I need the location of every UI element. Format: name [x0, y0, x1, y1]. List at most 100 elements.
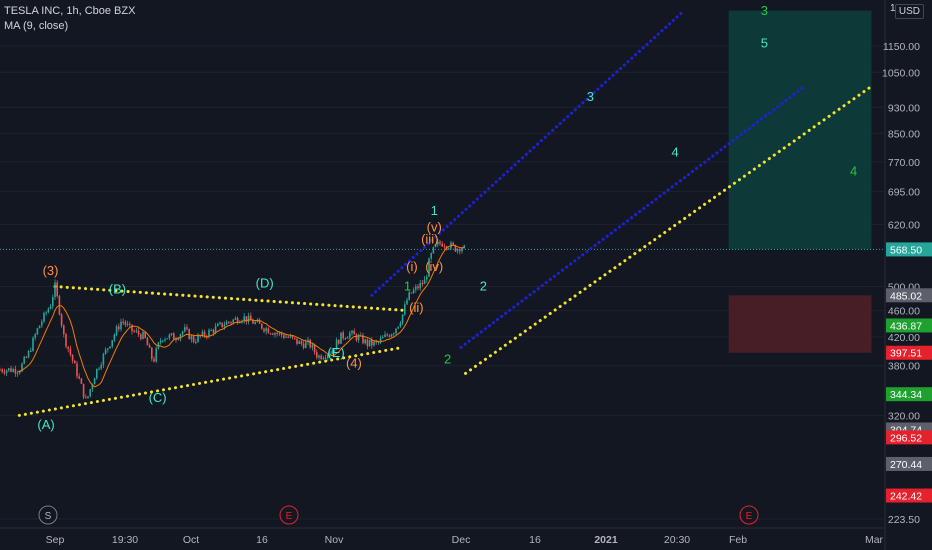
candle-body: [107, 348, 109, 350]
candle-body: [96, 368, 98, 379]
candle-body: [23, 357, 25, 364]
candle-body: [296, 338, 298, 344]
candle-body: [192, 336, 195, 343]
wave-label: (ii): [409, 300, 423, 315]
earnings-badge[interactable]: [739, 505, 759, 525]
candle-body: [294, 337, 296, 339]
candle-body: [181, 331, 184, 335]
candle-body: [212, 329, 215, 333]
time-label: Dec: [452, 534, 471, 546]
candle-body: [190, 336, 193, 340]
candle-body: [49, 306, 52, 309]
candle-body: [122, 321, 124, 323]
time-label: 16: [256, 534, 268, 546]
yellow-trendline[interactable]: [463, 84, 873, 375]
indicator-legend[interactable]: MA (9, close): [4, 20, 69, 32]
candle-body: [254, 322, 256, 324]
candle-body: [111, 340, 113, 347]
candle-body: [313, 344, 316, 353]
candle-body: [45, 312, 47, 314]
time-axis[interactable]: Sep 19:30 Oct 16 Nov Dec 16 2021 20:30 Feb Mar S E E: [0, 505, 885, 546]
earnings-badge[interactable]: [279, 505, 299, 525]
candle-body: [232, 319, 234, 323]
candle-body: [265, 328, 267, 332]
candle-body: [250, 315, 252, 321]
candle-body: [30, 350, 32, 352]
candle-body: [217, 324, 219, 327]
moving-average: [17, 244, 465, 388]
candle-body: [373, 341, 375, 346]
wave-label: (3): [43, 263, 59, 278]
candle-body: [439, 241, 441, 244]
price-tick: 1150.00: [883, 41, 920, 53]
candle-body: [93, 378, 96, 385]
candle-body: [179, 334, 182, 339]
price-tag-label: 485.02: [890, 290, 922, 302]
candle-body: [206, 335, 208, 337]
candle-body: [228, 321, 230, 323]
candle-body: [384, 334, 386, 338]
candle-body: [437, 241, 439, 245]
wave-label: 3: [587, 89, 594, 104]
candle-body: [36, 328, 39, 335]
candle-body: [423, 279, 426, 285]
split-badge[interactable]: [38, 505, 58, 525]
blue-trendline[interactable]: [459, 84, 807, 349]
candle-body: [344, 338, 347, 340]
candle-body: [3, 371, 6, 374]
time-label: Sep: [46, 534, 65, 546]
price-tick: 930.00: [888, 102, 920, 114]
candle-body: [278, 332, 281, 334]
candle-body: [393, 333, 395, 335]
candle-body: [5, 370, 8, 374]
candle-body: [221, 322, 223, 327]
candle-body: [311, 344, 314, 348]
candle-body: [401, 314, 404, 323]
price-axis[interactable]: 1150.00 1050.00 930.00 850.00 770.00 695.00 62…: [882, 0, 932, 550]
price-tick: 1050.00: [882, 67, 920, 79]
yellow-trendline[interactable]: [53, 285, 409, 313]
candle-body: [223, 324, 226, 327]
candle-body: [82, 383, 85, 398]
wave-label: (v): [427, 219, 442, 234]
wave-label: 2: [444, 351, 451, 366]
candle-body: [71, 354, 74, 361]
candle-body: [408, 292, 410, 300]
price-tick: 695.00: [888, 186, 920, 198]
candle-body: [155, 348, 157, 362]
wave-label: 1: [431, 203, 438, 218]
price-tag: [886, 242, 932, 257]
price-tag-label: 296.52: [890, 432, 922, 444]
currency-button[interactable]: USD: [894, 4, 924, 19]
price-tag: [886, 456, 932, 471]
blue-trendline[interactable]: [370, 9, 686, 297]
candle-body: [327, 354, 329, 358]
yellow-trendline[interactable]: [17, 345, 405, 417]
candle-body: [140, 334, 142, 339]
trendlines[interactable]: [17, 9, 873, 417]
candle-body: [60, 314, 63, 326]
candle-body: [283, 335, 285, 338]
candle-body: [87, 396, 89, 398]
candle-body: [184, 327, 186, 332]
time-label: 20:30: [664, 534, 690, 546]
candle-body: [67, 346, 69, 349]
price-tag: [886, 345, 932, 360]
candle-body: [197, 335, 199, 342]
candle-body: [454, 244, 457, 252]
candle-body: [395, 328, 397, 334]
candle-body: [353, 330, 355, 335]
candle-body: [269, 333, 272, 335]
candle-body: [362, 335, 364, 344]
candle-body: [245, 316, 248, 322]
candle-body: [371, 339, 373, 346]
candle-body: [98, 368, 100, 370]
price-tick: 223.50: [888, 514, 920, 526]
candle-body: [340, 332, 342, 344]
candle-body: [113, 334, 116, 341]
candle-body: [320, 355, 322, 360]
candle-body: [300, 341, 303, 344]
candle-body: [430, 253, 432, 259]
symbol-title[interactable]: TESLA INC, 1h, Cboe BZX: [4, 5, 136, 17]
